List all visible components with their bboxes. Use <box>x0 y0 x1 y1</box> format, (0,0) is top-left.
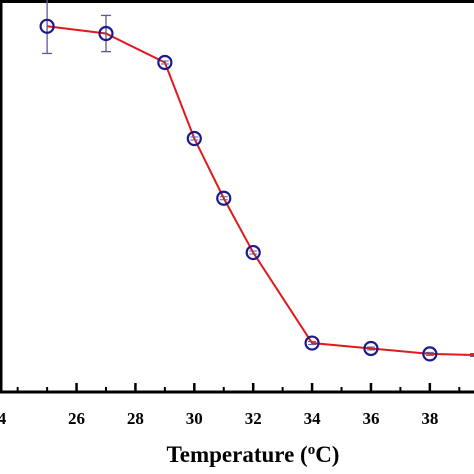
x-axis-title-suffix: C) <box>315 442 339 467</box>
x-tick-label: 28 <box>127 409 144 428</box>
x-tick-label: 36 <box>362 409 379 428</box>
x-tick-label: 26 <box>68 409 85 428</box>
error-bars <box>42 0 474 357</box>
data-point-marker <box>157 54 173 71</box>
data-point-marker <box>186 130 202 147</box>
data-point-marker <box>363 340 379 357</box>
x-axis-title-main: Temperature ( <box>167 442 308 467</box>
x-tick-labels: 26 28 30 32 34 36 38 4 <box>0 409 438 428</box>
x-tick-label: 32 <box>245 409 262 428</box>
series-polyline <box>46 25 474 356</box>
x-tick-label-partial: 4 <box>0 409 7 428</box>
series-line <box>46 25 474 356</box>
data-point-marker <box>304 335 320 351</box>
x-axis-title-sup: o <box>308 442 316 458</box>
plot-frame <box>0 0 474 394</box>
data-markers <box>39 18 438 362</box>
x-tick-label: 38 <box>421 409 438 428</box>
data-point-marker <box>422 346 438 362</box>
x-tick-label: 34 <box>304 409 322 428</box>
data-point-marker <box>245 244 261 261</box>
data-point-marker <box>39 18 55 34</box>
x-axis-title: Temperature (oC) <box>167 442 340 467</box>
data-point-marker <box>216 190 232 206</box>
x-axis-ticks <box>16 383 461 392</box>
x-tick-label: 30 <box>186 409 203 428</box>
data-point-marker <box>98 25 114 42</box>
